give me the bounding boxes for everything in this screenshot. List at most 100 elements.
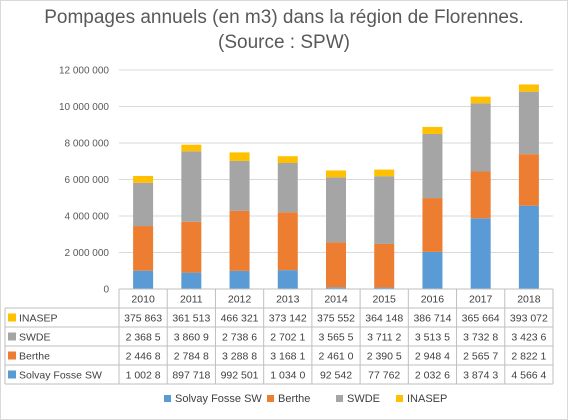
- bar-segment: [518, 154, 539, 206]
- bar-segment: [181, 151, 202, 222]
- bar-segment: [422, 198, 443, 252]
- chart-title: Pompages annuels (en m3) dans la région …: [44, 7, 524, 28]
- data-label: 3 423 6: [511, 332, 546, 344]
- bar-segment: [229, 210, 250, 271]
- data-label: 2 948 4: [415, 351, 450, 363]
- bar-segment: [422, 126, 443, 134]
- y-tick-label: 4 000 000: [65, 212, 110, 223]
- bar-segment: [518, 84, 539, 92]
- data-label: 3 711 2: [367, 332, 401, 344]
- data-label: 2 461 0: [318, 351, 353, 363]
- data-label: 365 664: [462, 313, 500, 325]
- y-tick-label: 8 000 000: [65, 139, 110, 150]
- bar-segment: [277, 162, 298, 213]
- data-label: 2 390 5: [367, 351, 402, 363]
- table-legend-key: [8, 351, 16, 360]
- legend-label: INASEP: [407, 393, 447, 405]
- bar-segment: [518, 91, 539, 155]
- bar-segment: [229, 152, 250, 161]
- table-legend-key: [8, 370, 16, 379]
- data-label: 373 142: [269, 313, 307, 325]
- bar-segment: [133, 175, 154, 183]
- bar-segment: [470, 171, 491, 219]
- legend-swatch: [336, 395, 343, 402]
- legend-swatch: [396, 395, 403, 402]
- data-label: 2 738 6: [222, 332, 257, 344]
- bar-segment: [181, 144, 202, 152]
- bar-segment: [326, 287, 346, 289]
- bar-segment: [133, 270, 154, 289]
- x-tick-label: 2016: [421, 294, 445, 306]
- legend-swatch: [267, 395, 274, 402]
- x-tick-label: 2012: [228, 294, 252, 306]
- table-row-label: SWDE: [19, 332, 51, 344]
- y-tick-label: 6 000 000: [65, 175, 110, 186]
- bar-segment: [181, 221, 202, 273]
- chart-subtitle: (Source : SPW): [218, 32, 350, 53]
- bar-segment: [229, 270, 250, 289]
- bar-segment: [326, 170, 346, 178]
- legend-label: Berthe: [278, 393, 310, 405]
- y-tick-label: 0: [103, 285, 109, 296]
- legend-label: Solvay Fosse SW: [175, 393, 262, 405]
- bar-segment: [326, 242, 346, 288]
- bar-segment: [470, 96, 491, 104]
- table-legend-key: [8, 332, 16, 341]
- data-label: 3 513 5: [415, 332, 450, 344]
- data-label: 897 718: [172, 370, 210, 382]
- x-tick-label: 2017: [469, 294, 493, 306]
- bar-segment: [374, 287, 395, 289]
- y-tick-label: 2 000 000: [65, 248, 110, 259]
- table-row-label: Solvay Fosse SW: [19, 370, 102, 382]
- bar-segment: [422, 251, 443, 289]
- x-tick-label: 2014: [324, 294, 348, 306]
- bar-segment: [470, 103, 491, 172]
- bar-segment: [277, 270, 298, 289]
- bar-segment: [277, 212, 298, 271]
- data-label: 2 032 6: [415, 370, 450, 382]
- data-label: 3 860 9: [174, 332, 209, 344]
- bar-segment: [133, 226, 154, 271]
- bar-segment: [277, 156, 298, 163]
- bar-segment: [374, 243, 395, 288]
- bar-segment: [133, 182, 154, 227]
- data-label: 3 168 1: [270, 351, 305, 363]
- bar-segment: [181, 272, 202, 289]
- table-row-label: Berthe: [19, 351, 50, 363]
- y-tick-label: 12 000 000: [59, 66, 109, 77]
- data-label: 92 542: [320, 370, 352, 382]
- data-label: 3 874 3: [463, 370, 498, 382]
- data-label: 3 732 8: [463, 332, 498, 344]
- bar-segment: [374, 176, 395, 244]
- data-label: 3 565 5: [318, 332, 353, 344]
- data-label: 77 762: [368, 370, 400, 382]
- table-legend-key: [8, 313, 16, 322]
- data-label: 4 566 4: [511, 370, 546, 382]
- data-label: 3 288 8: [222, 351, 257, 363]
- x-tick-label: 2010: [131, 294, 155, 306]
- table-row-label: INASEP: [19, 313, 58, 325]
- x-tick-label: 2013: [276, 294, 300, 306]
- data-label: 375 863: [124, 313, 162, 325]
- data-label: 361 513: [172, 313, 210, 325]
- data-label: 393 072: [510, 313, 548, 325]
- data-label: 1 034 0: [270, 370, 305, 382]
- y-tick-label: 10 000 000: [59, 102, 109, 113]
- bar-segment: [326, 177, 346, 243]
- data-label: 1 002 8: [126, 370, 161, 382]
- data-label: 992 501: [221, 370, 259, 382]
- data-label: 2 702 1: [270, 332, 305, 344]
- data-label: 375 552: [317, 313, 355, 325]
- bar-segment: [422, 133, 443, 199]
- data-label: 2 565 7: [463, 351, 498, 363]
- data-label: 2 446 8: [126, 351, 161, 363]
- x-tick-label: 2015: [373, 294, 397, 306]
- data-label: 466 321: [221, 313, 259, 325]
- x-tick-label: 2018: [517, 294, 541, 306]
- bar-segment: [374, 169, 395, 177]
- bar-segment: [518, 205, 539, 289]
- data-label: 2 368 5: [126, 332, 161, 344]
- data-label: 2 822 1: [511, 351, 546, 363]
